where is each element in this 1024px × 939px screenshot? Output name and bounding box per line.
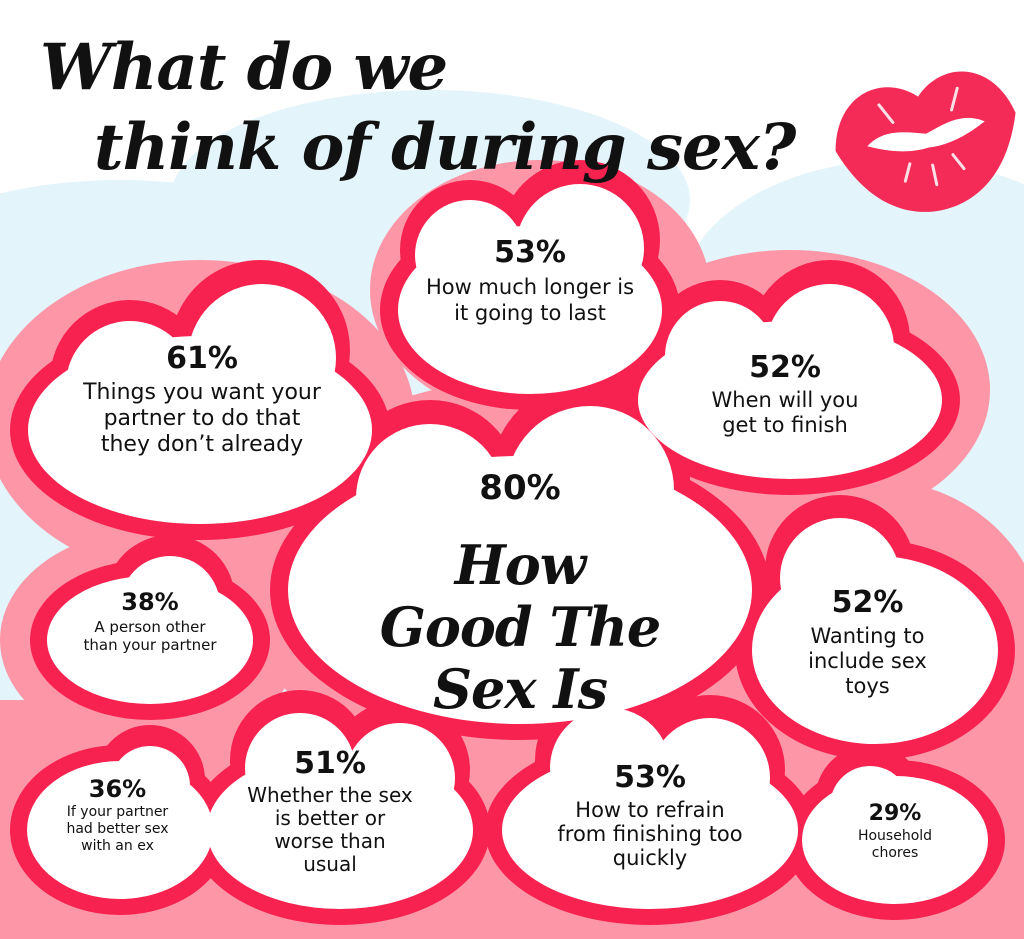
bubble-label: When will you get to finish xyxy=(711,388,859,437)
bubble-label: How much longer is it going to last xyxy=(425,275,635,325)
bubble-percent: 52% xyxy=(749,350,821,385)
bubble-sex-toys: 52% Wanting to include sex toys xyxy=(790,582,945,699)
lips-icon xyxy=(835,71,1016,212)
bubble-label: Household chores xyxy=(857,828,933,861)
bubble-label-featured: How Good The Sex Is xyxy=(379,533,662,721)
bubble-other-person: 38% A person other than your partner xyxy=(80,586,220,654)
bubble-partner-ex: 36% If your partner had better sex with … xyxy=(55,774,180,855)
bubble-label: Wanting to include sex toys xyxy=(808,624,927,698)
bubble-percent: 38% xyxy=(121,588,179,616)
bubble-percent: 80% xyxy=(479,468,561,508)
bubble-label: If your partner had better sex with an e… xyxy=(66,804,169,854)
bubble-percent: 51% xyxy=(294,746,366,781)
bubble-better-worse: 51% Whether the sex is better or worse t… xyxy=(245,744,415,876)
bubble-how-long: 53% How much longer is it going to last xyxy=(425,232,635,326)
bubble-percent: 53% xyxy=(494,235,566,270)
bubble-percent: 61% xyxy=(166,341,238,376)
bubble-how-good: 80% How Good The Sex Is xyxy=(350,462,690,720)
title-line-2: think of during sex? xyxy=(94,110,796,185)
bubble-label: How to refrain from finishing too quickl… xyxy=(557,798,743,870)
bubble-label: Whether the sex is better or worse than … xyxy=(247,783,413,876)
bubble-household: 29% Household chores xyxy=(842,800,948,862)
bubble-percent: 36% xyxy=(88,775,147,803)
bubble-label: A person other than your partner xyxy=(83,618,217,654)
bubble-percent: 53% xyxy=(614,760,686,795)
bubble-when-finish: 52% When will you get to finish xyxy=(695,348,875,438)
cloud-fills xyxy=(27,184,998,909)
bubble-label: Things you want your partner to do that … xyxy=(83,380,321,457)
bubble-refrain: 53% How to refrain from finishing too qu… xyxy=(555,758,745,870)
title-line-1: What do we xyxy=(40,30,448,105)
page-title: What do we think of during sex? xyxy=(40,28,800,188)
bubble-percent: 29% xyxy=(868,801,922,826)
bubble-percent: 52% xyxy=(831,585,904,620)
bubble-partner-wishes: 61% Things you want your partner to do t… xyxy=(82,338,322,458)
